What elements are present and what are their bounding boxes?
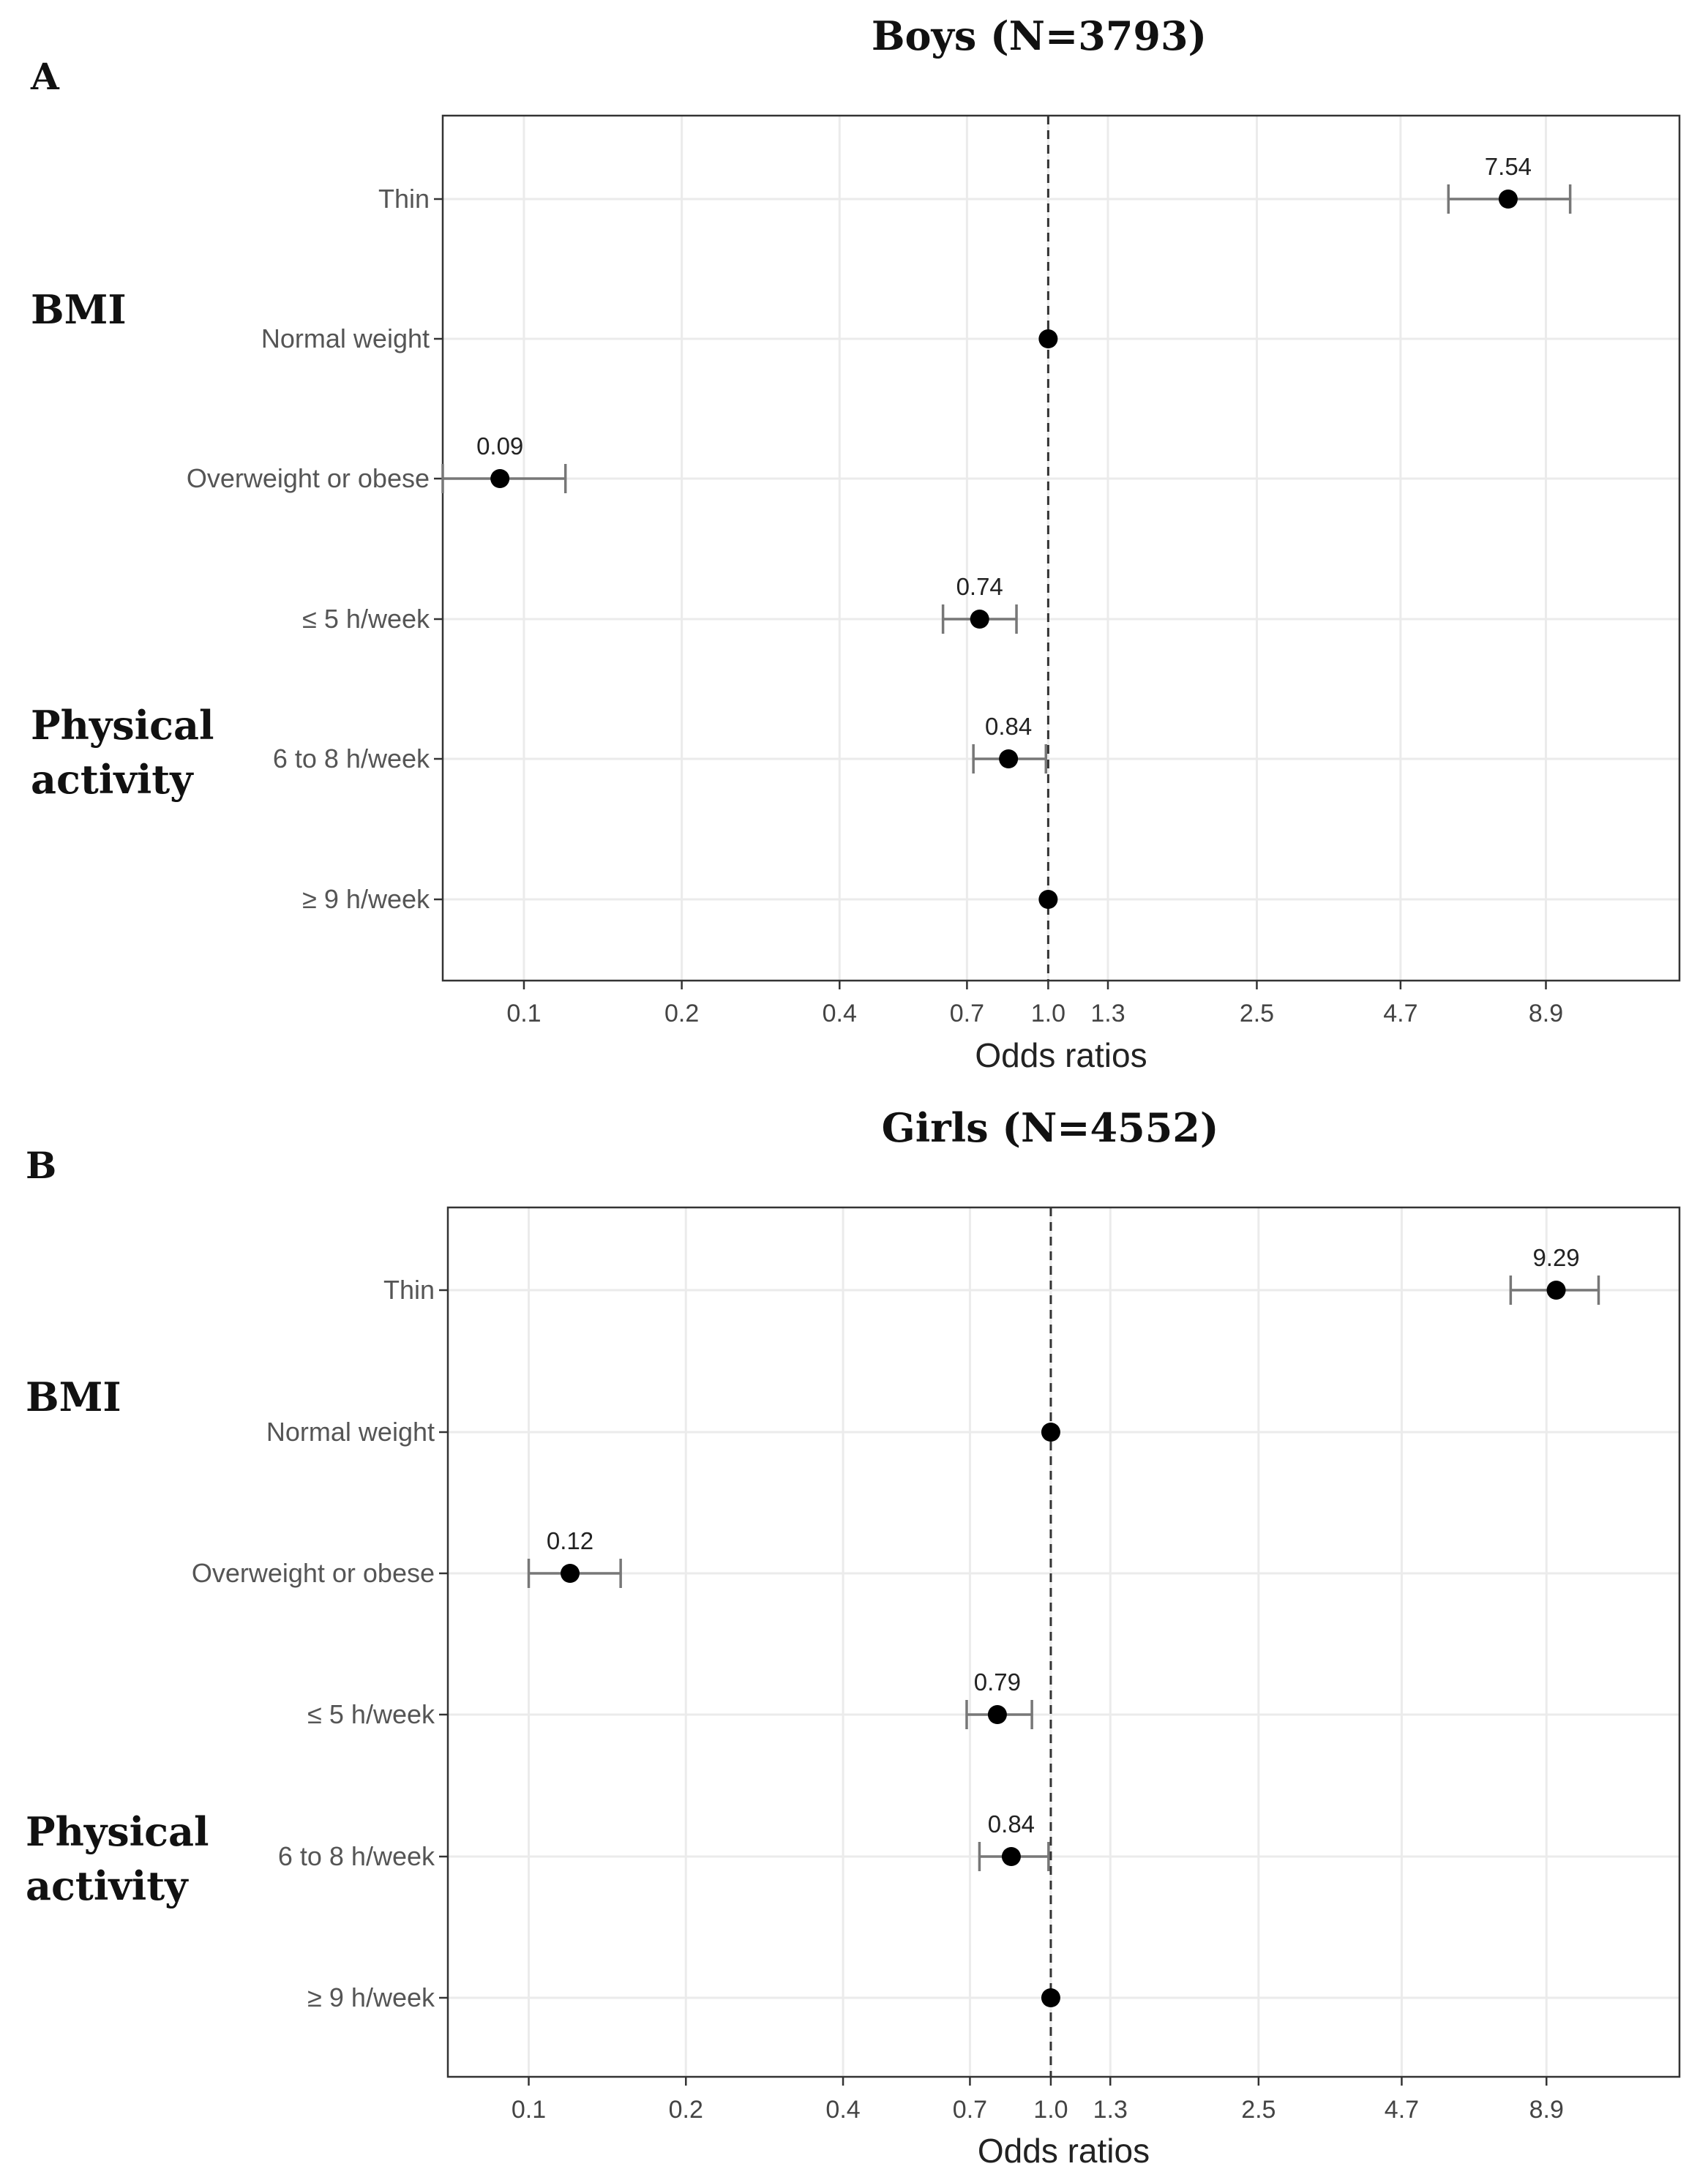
- x-tick-label: 8.9: [1529, 2096, 1564, 2124]
- value-label: 0.79: [974, 1668, 1021, 1696]
- x-tick-label: 2.5: [1240, 1000, 1274, 1027]
- x-tick-label: 8.9: [1529, 1000, 1563, 1027]
- x-axis-title: Odds ratios: [975, 1036, 1147, 1074]
- x-tick-label: 0.1: [512, 2096, 546, 2124]
- y-tick-label: Overweight or obese: [192, 1558, 435, 1588]
- y-tick-label: ≥ 9 h/week: [307, 1982, 435, 2012]
- row: ≤ 5 h/week 0.79: [307, 1668, 1033, 1729]
- y-tick-label: 6 to 8 h/week: [278, 1841, 435, 1871]
- panel-label: B: [26, 1144, 56, 1187]
- row: ≥ 9 h/week: [302, 884, 1058, 914]
- chart-title: Boys (N=3793): [872, 12, 1207, 59]
- x-tick-label: 0.4: [825, 2096, 860, 2124]
- x-tick-label: 0.1: [506, 1000, 541, 1027]
- x-tick-label: 0.7: [953, 2096, 987, 2124]
- point-estimate: [1001, 1847, 1021, 1866]
- group-label: BMI: [31, 286, 127, 333]
- y-tick-label: Normal weight: [266, 1417, 435, 1447]
- point-estimate: [1041, 1423, 1060, 1442]
- point-estimate: [1038, 329, 1058, 348]
- row: ≥ 9 h/week: [307, 1982, 1060, 2012]
- point-estimate: [490, 469, 510, 488]
- row: 6 to 8 h/week 0.84: [273, 713, 1047, 774]
- value-label: 0.12: [547, 1527, 593, 1554]
- row: Overweight or obese 0.09: [187, 432, 567, 493]
- y-tick-label: ≤ 5 h/week: [307, 1699, 435, 1729]
- x-axis-title: Odds ratios: [978, 2132, 1150, 2170]
- y-tick-label: ≤ 5 h/week: [302, 604, 430, 634]
- y-tick-label: ≥ 9 h/week: [302, 884, 430, 914]
- panel-b: B Girls (N=4552) 0.1 0.2 0.4 0.7 1.0 1.3 2.5 4.7 8…: [26, 1104, 1681, 2170]
- x-tick-label: 1.3: [1090, 1000, 1125, 1027]
- panel-label: A: [30, 55, 60, 98]
- x-tick-label: 4.7: [1383, 1000, 1417, 1027]
- y-tick-label: Normal weight: [261, 323, 430, 353]
- point-estimate: [1038, 890, 1058, 909]
- plot-frame: [441, 114, 1681, 982]
- x-tick-label: 1.0: [1033, 2096, 1068, 2124]
- group-label-line: activity: [31, 756, 194, 803]
- value-label: 0.84: [985, 713, 1032, 740]
- value-label: 9.29: [1532, 1244, 1579, 1271]
- group-label-line: Physical: [31, 702, 214, 749]
- row: 6 to 8 h/week 0.84: [278, 1810, 1050, 1871]
- row: Thin 9.29: [383, 1244, 1600, 1305]
- x-tick-label: 2.5: [1241, 2096, 1276, 2124]
- value-label: 0.84: [988, 1810, 1035, 1838]
- y-tick-label: Thin: [383, 1275, 435, 1305]
- x-tick-label: 0.2: [664, 1000, 699, 1027]
- x-tick-label: 1.0: [1031, 1000, 1065, 1027]
- plot-frame: [446, 1206, 1681, 2078]
- group-label-line: Physical: [26, 1808, 209, 1855]
- group-label-line: BMI: [31, 286, 127, 333]
- x-tick-label: 0.7: [950, 1000, 984, 1027]
- group-label: Physical activity: [31, 702, 214, 803]
- y-tick-label: 6 to 8 h/week: [273, 743, 430, 774]
- point-estimate: [1498, 190, 1518, 209]
- point-estimate: [987, 1705, 1007, 1724]
- plot-area: [448, 1207, 1679, 2077]
- x-tick-label: 4.7: [1385, 2096, 1419, 2124]
- point-estimate: [1041, 1988, 1060, 2007]
- value-label: 0.09: [476, 432, 523, 460]
- group-label-line: activity: [26, 1862, 189, 1909]
- plot-area: [443, 116, 1679, 981]
- panel-a: A Boys (N=3793) 0.1 0.2 0.4 0.7 1.0 1.3 2.5 4.7 8.…: [30, 12, 1681, 1074]
- row: Normal weight: [261, 323, 1058, 353]
- row: Normal weight: [266, 1417, 1060, 1447]
- row: Overweight or obese 0.12: [192, 1527, 622, 1588]
- group-label-line: BMI: [26, 1374, 121, 1420]
- y-tick-label: Overweight or obese: [187, 463, 430, 493]
- value-label: 0.74: [956, 573, 1003, 600]
- group-label: BMI: [26, 1374, 121, 1420]
- x-tick-label: 0.2: [669, 2096, 703, 2124]
- x-tick-label: 1.3: [1093, 2096, 1128, 2124]
- x-tick-label: 0.4: [823, 1000, 857, 1027]
- point-estimate: [561, 1564, 580, 1583]
- chart-title: Girls (N=4552): [882, 1104, 1219, 1151]
- point-estimate: [970, 610, 989, 629]
- point-estimate: [1546, 1281, 1566, 1300]
- row: ≤ 5 h/week 0.74: [302, 573, 1018, 634]
- point-estimate: [999, 749, 1019, 768]
- y-tick-label: Thin: [378, 184, 430, 214]
- row: Thin 7.54: [378, 153, 1572, 214]
- group-label: Physical activity: [26, 1808, 209, 1909]
- value-label: 7.54: [1485, 153, 1532, 180]
